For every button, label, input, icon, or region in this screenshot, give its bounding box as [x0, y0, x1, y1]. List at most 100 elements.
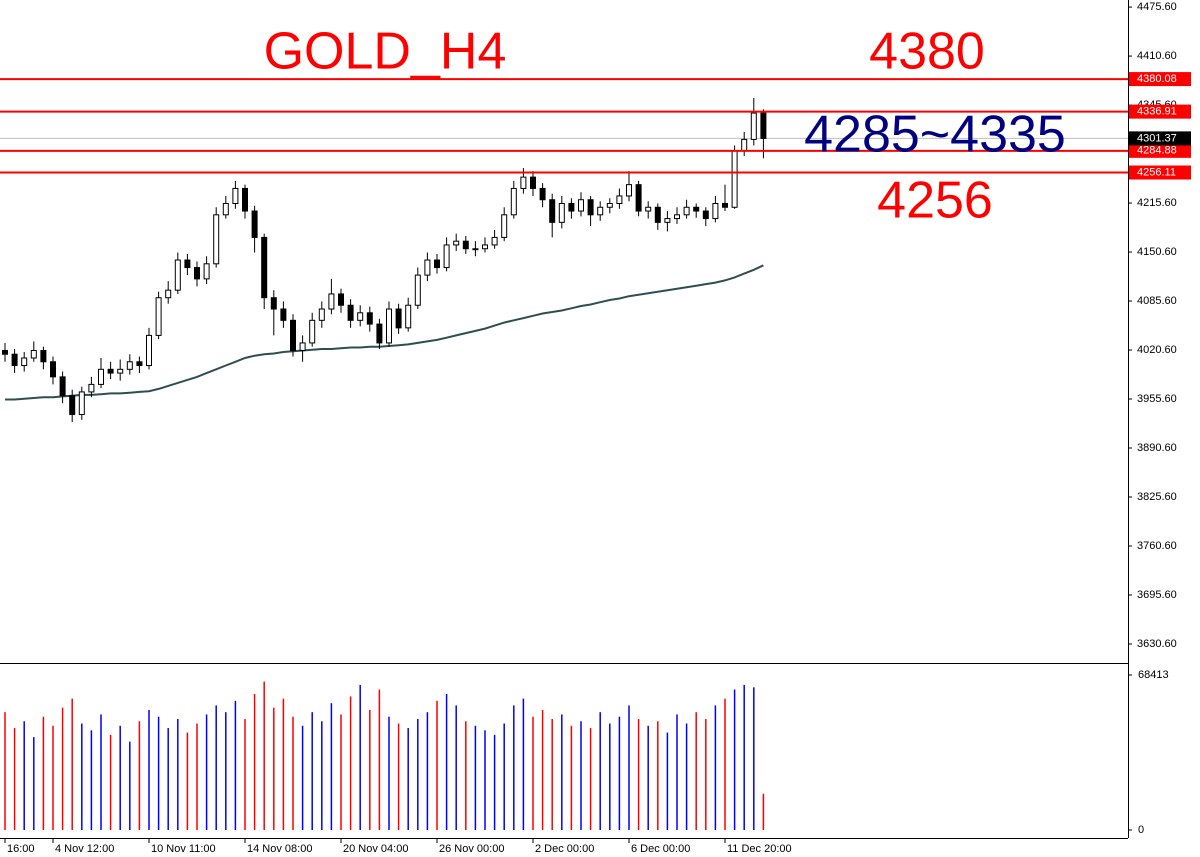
level-label-box [1129, 143, 1191, 158]
candle-body [107, 368, 114, 374]
y-tick-label: 4215.60 [1137, 197, 1177, 209]
x-tick-label: 6 Dec 00:00 [631, 843, 690, 855]
level-label: 4256.11 [1137, 166, 1176, 178]
candle-body [683, 206, 690, 216]
x-tick-label: 26 Nov 00:00 [439, 843, 504, 855]
candle-body [50, 361, 56, 378]
candle-body [693, 206, 700, 212]
candle-body [501, 214, 508, 238]
candle-body [126, 361, 133, 370]
candle-body [405, 304, 412, 329]
x-tick-label: 4 Nov 12:00 [55, 843, 114, 855]
candle-body [155, 297, 162, 336]
x-tick-label: 2 Dec 00:00 [535, 843, 594, 855]
candle-body [645, 206, 652, 212]
candle-body [194, 267, 200, 280]
y-tick-label: 4475.60 [1137, 1, 1177, 13]
candle-body [434, 259, 440, 269]
annotation: 4285~4335 [804, 106, 1066, 164]
y-tick-label: 3955.60 [1137, 393, 1177, 405]
candle-body [482, 244, 488, 250]
candle-body [741, 138, 748, 152]
candle-body [251, 210, 258, 238]
candle-body [136, 361, 143, 367]
x-tick-label: 11 Dec 20:00 [727, 843, 792, 855]
candle-body [654, 206, 661, 223]
candle-body [510, 187, 517, 216]
volume-tick-label: 0 [1138, 824, 1144, 836]
y-tick-label: 4410.60 [1137, 50, 1177, 62]
candle-body [309, 319, 316, 344]
level-label: 4336.91 [1137, 106, 1177, 118]
candle-body [462, 240, 469, 250]
candle-body [59, 376, 66, 397]
candle-body [491, 236, 498, 246]
candle-body [347, 304, 354, 321]
y-tick-label: 3695.60 [1137, 589, 1177, 601]
candle-body [222, 203, 229, 216]
candle-body [549, 199, 556, 223]
x-tick-label: 14 Nov 08:00 [247, 843, 312, 855]
level-label-box [1129, 165, 1191, 180]
moving-average [5, 264, 764, 401]
candle-body [184, 259, 191, 269]
candle-body [712, 203, 719, 220]
candle-body [165, 289, 172, 299]
candle-body [174, 259, 181, 291]
level-label: 4380.08 [1137, 73, 1177, 85]
candle-body [635, 184, 642, 212]
candle-body [232, 187, 239, 205]
candle-body [280, 308, 287, 321]
level-label-box [1129, 72, 1191, 87]
candle-body [11, 353, 18, 367]
candle-body [702, 210, 709, 220]
y-tick-label: 4150.60 [1137, 246, 1177, 258]
candle-body [213, 214, 220, 265]
candle-body [424, 259, 431, 276]
y-tick-label: 3630.60 [1137, 638, 1177, 650]
candle-body [750, 112, 757, 140]
candle-body [366, 312, 373, 325]
candle-body [290, 319, 296, 351]
candle-body [722, 203, 728, 208]
candle-body [568, 203, 575, 212]
candle-body [578, 199, 584, 212]
candle-body [146, 334, 152, 367]
candle-body [357, 312, 364, 321]
candle-body [299, 342, 306, 351]
y-tick-label: 4085.60 [1137, 295, 1177, 307]
candle-body [453, 240, 460, 246]
candle-body [318, 308, 325, 321]
level-label: 4284.88 [1137, 145, 1177, 157]
current-price-box [1129, 131, 1191, 146]
candle-body [530, 176, 536, 189]
y-tick-label: 3825.60 [1137, 491, 1177, 503]
candle-body [597, 206, 604, 216]
candle-body [117, 368, 124, 374]
candle-body [626, 184, 632, 197]
candle-body [616, 195, 623, 205]
candle-body [558, 203, 565, 223]
candle-body [674, 214, 680, 220]
candle-body [376, 323, 383, 344]
candle-body [2, 349, 8, 355]
y-tick-label: 3890.60 [1137, 442, 1177, 454]
x-tick-label: 10 Nov 11:00 [151, 843, 216, 855]
candle-body [21, 357, 28, 367]
candle-body [98, 368, 104, 385]
candle-body [386, 308, 392, 344]
x-tick-label: 16:00 [7, 843, 35, 855]
candle-body [30, 349, 37, 359]
volume-tick-label: 68413 [1138, 669, 1169, 681]
candle-body [88, 383, 95, 393]
candle-body [414, 274, 421, 306]
candle-body [338, 293, 344, 306]
candle-body [328, 293, 335, 310]
candle-body [472, 248, 479, 251]
candle-body [242, 187, 248, 212]
candle-body [203, 263, 210, 280]
candle-body [606, 203, 613, 208]
candle-body [587, 199, 594, 216]
x-tick-label: 20 Nov 04:00 [343, 843, 408, 855]
